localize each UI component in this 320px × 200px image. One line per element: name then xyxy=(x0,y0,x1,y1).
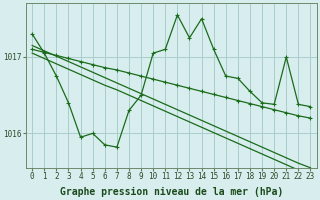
X-axis label: Graphe pression niveau de la mer (hPa): Graphe pression niveau de la mer (hPa) xyxy=(60,186,283,197)
